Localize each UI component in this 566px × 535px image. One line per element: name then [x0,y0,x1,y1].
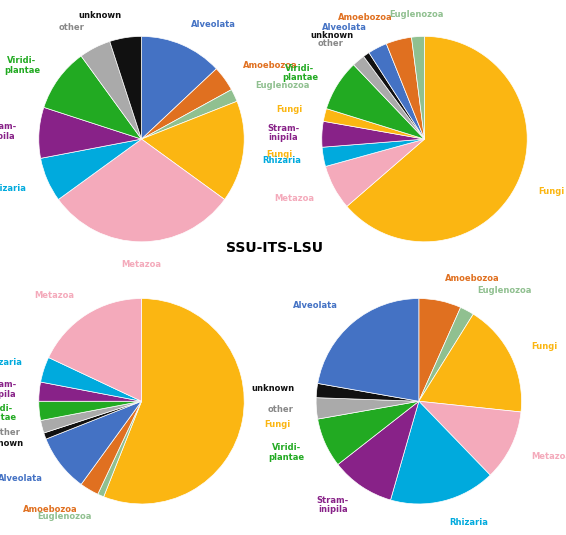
Text: Viridi-
plantae: Viridi- plantae [4,56,40,75]
Text: Viridi-
plantae: Viridi- plantae [268,443,305,462]
Wedge shape [46,401,142,484]
Wedge shape [39,108,142,158]
Text: Amoebozoa: Amoebozoa [243,61,298,70]
Text: Metazoa: Metazoa [274,194,314,203]
Text: Fungi: Fungi [538,187,565,196]
Wedge shape [347,36,527,242]
Text: Fungi: Fungi [276,105,303,114]
Text: other: other [0,428,20,437]
Wedge shape [41,139,142,200]
Wedge shape [391,401,490,504]
Wedge shape [39,401,142,421]
Wedge shape [142,90,237,139]
Text: Metazoa: Metazoa [35,291,74,300]
Text: Rhizaria: Rhizaria [0,358,22,367]
Wedge shape [49,299,142,401]
Text: other: other [318,39,344,48]
Wedge shape [325,139,424,207]
Wedge shape [363,52,424,139]
Wedge shape [44,56,142,139]
Text: Rhizaria: Rhizaria [449,518,488,528]
Wedge shape [39,382,142,401]
Wedge shape [318,401,419,464]
Text: Fungi: Fungi [264,420,291,429]
Wedge shape [142,69,231,139]
Wedge shape [419,299,461,401]
Text: Metazoa: Metazoa [122,260,161,269]
Wedge shape [419,308,473,401]
Wedge shape [81,401,142,494]
Wedge shape [369,44,424,139]
Text: Viridi-
plantae: Viridi- plantae [282,64,318,82]
Text: Alveolata: Alveolata [0,473,42,483]
Text: Alveolata: Alveolata [322,23,367,32]
Text: Fungi: Fungi [266,150,292,159]
Text: other: other [268,406,294,415]
Wedge shape [41,357,142,401]
Text: Stram-
inipila: Stram- inipila [316,496,349,515]
Wedge shape [110,36,142,139]
Text: Euglenozoa: Euglenozoa [389,10,444,19]
Wedge shape [316,398,419,419]
Wedge shape [322,121,424,147]
Text: Alveolata: Alveolata [191,20,236,28]
Text: Stram-
inipila: Stram- inipila [0,122,16,141]
Text: Stram-
inipila: Stram- inipila [0,380,17,399]
Text: unknown: unknown [310,32,353,40]
Wedge shape [323,109,424,139]
Text: Metazoa: Metazoa [531,452,566,461]
Text: Euglenozoa: Euglenozoa [478,286,532,295]
Text: other: other [59,23,84,32]
Wedge shape [58,139,225,242]
Text: unknown: unknown [0,439,24,448]
Text: Euglenozoa: Euglenozoa [37,512,92,521]
Wedge shape [419,401,521,475]
Wedge shape [338,401,419,500]
Text: Fungi: Fungi [531,342,558,351]
Wedge shape [354,56,424,139]
Text: Alveolata: Alveolata [293,301,338,310]
Wedge shape [316,384,419,401]
Wedge shape [98,401,142,497]
Text: unknown: unknown [79,11,122,20]
Wedge shape [142,101,244,200]
Text: Amoebozoa: Amoebozoa [338,13,393,22]
Text: Euglenozoa: Euglenozoa [255,81,309,90]
Wedge shape [318,299,419,401]
Text: Rhizaria: Rhizaria [0,185,27,193]
Wedge shape [41,401,142,433]
Wedge shape [322,139,424,166]
Wedge shape [327,65,424,139]
Text: Amoebozoa: Amoebozoa [23,505,78,514]
Text: Amoebozoa: Amoebozoa [445,274,500,283]
Wedge shape [104,299,244,504]
Wedge shape [44,401,142,439]
Text: Stram-
inipila: Stram- inipila [267,124,299,142]
Wedge shape [419,314,521,412]
Text: unknown: unknown [251,384,294,393]
Text: Viridi-
plantae: Viridi- plantae [0,404,17,423]
Wedge shape [411,36,424,139]
Wedge shape [387,37,424,139]
Text: Rhizaria: Rhizaria [262,156,301,165]
Wedge shape [142,36,216,139]
Wedge shape [81,41,142,139]
Text: SSU-ITS-LSU: SSU-ITS-LSU [226,241,323,255]
